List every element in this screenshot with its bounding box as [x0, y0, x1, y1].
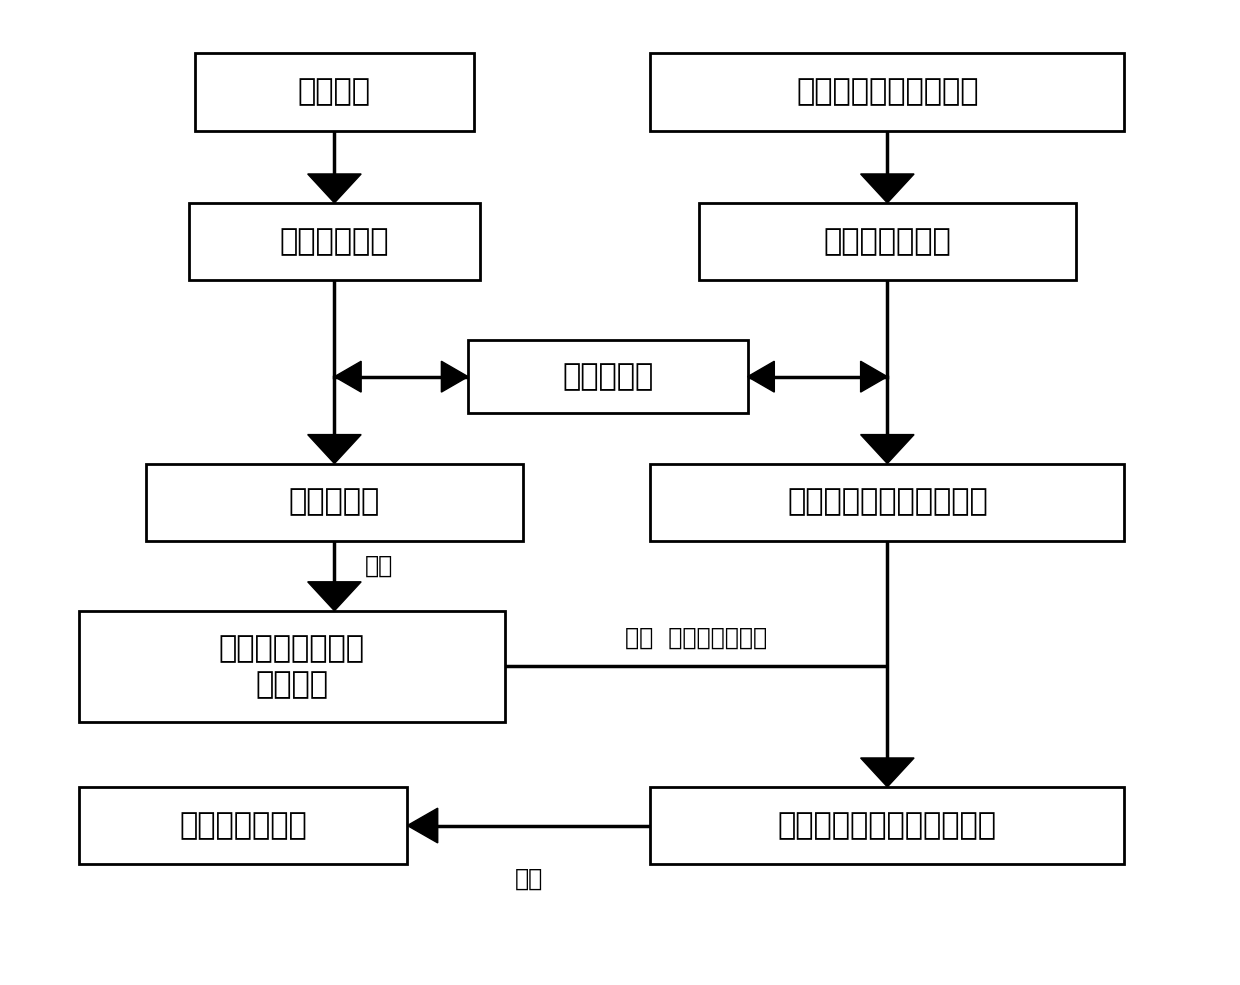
Text: 抗混叠低通滤波: 抗混叠低通滤波	[823, 227, 951, 256]
Bar	[467, 341, 748, 413]
Polygon shape	[861, 434, 914, 464]
Polygon shape	[308, 174, 361, 203]
Text: 瞬时转速: 瞬时转速	[298, 78, 371, 106]
Text: 插值: 插值	[365, 555, 393, 578]
Text: 脉冲间隔时间: 脉冲间隔时间	[280, 227, 389, 256]
Text: 振动信号等时采样数据: 振动信号等时采样数据	[796, 78, 978, 106]
Bar	[79, 787, 407, 864]
Polygon shape	[308, 582, 361, 611]
Bar	[650, 53, 1125, 130]
Text: 符合精度要求的瞬
时周期图: 符合精度要求的瞬 时周期图	[219, 633, 365, 698]
Text: 等角度振动信息: 等角度振动信息	[180, 811, 308, 840]
Polygon shape	[335, 361, 361, 392]
Text: 瞬时周期图: 瞬时周期图	[289, 488, 379, 517]
Bar	[79, 611, 505, 722]
Bar	[188, 203, 480, 280]
Text: 带有角度标识的等角度信号: 带有角度标识的等角度信号	[777, 811, 997, 840]
Bar	[146, 464, 523, 541]
Text: 基准  插值（上采样）: 基准 插值（上采样）	[625, 625, 768, 649]
Polygon shape	[861, 758, 914, 787]
Bar	[650, 787, 1125, 864]
Text: 上止点信号: 上止点信号	[562, 362, 653, 391]
Polygon shape	[861, 174, 914, 203]
Polygon shape	[861, 361, 888, 392]
Text: 抽取: 抽取	[515, 867, 543, 890]
Polygon shape	[407, 808, 438, 843]
Polygon shape	[308, 434, 361, 464]
Polygon shape	[441, 361, 467, 392]
Bar	[650, 464, 1125, 541]
Polygon shape	[748, 361, 774, 392]
Bar	[699, 203, 1075, 280]
Text: 带有周期标识的振动信号: 带有周期标识的振动信号	[787, 488, 988, 517]
Bar	[195, 53, 474, 130]
